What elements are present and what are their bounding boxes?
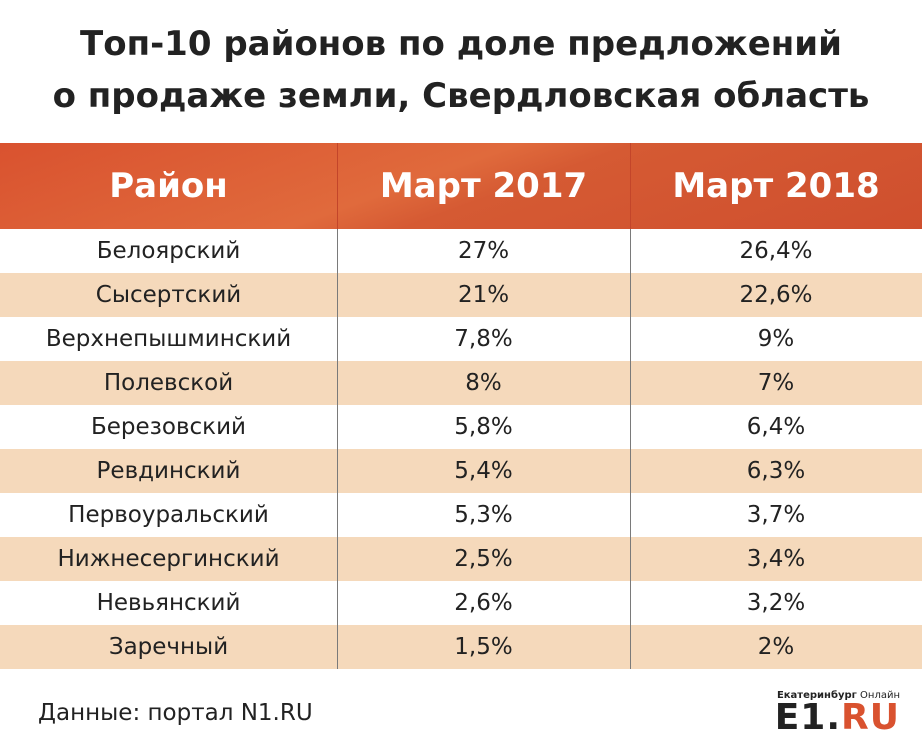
cell-march-2018: 3,7% — [746, 502, 806, 528]
header-divider — [337, 143, 338, 229]
cell-district: Первоуральский — [68, 502, 269, 528]
cell-march-2018: 7% — [757, 370, 795, 396]
cell-march-2017: 27% — [457, 238, 510, 264]
table-header: Район Март 2017 Март 2018 — [0, 143, 922, 229]
cell-march-2017: 8% — [465, 370, 502, 396]
title-line-1: Топ-10 районов по доле предложений — [80, 24, 842, 64]
cell-march-2018: 3,4% — [746, 546, 806, 572]
cell-district: Березовский — [91, 414, 246, 440]
cell-march-2018: 6,4% — [746, 414, 806, 440]
column-divider — [337, 229, 338, 669]
cell-march-2018: 2% — [757, 634, 795, 660]
cell-district: Полевской — [103, 370, 234, 396]
logo-wordmark: E1.RU — [775, 698, 900, 738]
cell-march-2017: 5,8% — [454, 414, 513, 440]
cell-march-2017: 21% — [457, 282, 510, 308]
table-row: Сысертский 21% 22,6% — [0, 273, 922, 317]
column-divider — [630, 229, 631, 669]
table-row: Полевской 8% 7% — [0, 361, 922, 405]
logo-caption: Екатеринбург Онлайн — [777, 690, 900, 701]
cell-march-2017: 5,3% — [454, 502, 513, 528]
header-divider — [630, 143, 631, 229]
table-row: Заречный 1,5% 2% — [0, 625, 922, 669]
cell-march-2018: 22,6% — [739, 282, 813, 308]
page-title: Топ-10 районов по доле предложений о про… — [0, 18, 922, 122]
data-source: Данные: портал N1.RU — [38, 700, 313, 726]
logo-caption-city: Екатеринбург — [776, 690, 857, 701]
cell-march-2017: 7,8% — [454, 326, 513, 352]
table-row: Верхнепышминский 7,8% 9% — [0, 317, 922, 361]
cell-march-2017: 2,6% — [454, 590, 513, 616]
cell-march-2017: 5,4% — [454, 458, 513, 484]
cell-march-2018: 9% — [757, 326, 795, 352]
table-body: Белоярский 27% 26,4% Сысертский 21% 22,6% Верх… — [0, 229, 922, 669]
table-row: Березовский 5,8% 6,4% — [0, 405, 922, 449]
cell-march-2017: 1,5% — [454, 634, 513, 660]
e1-logo: Екатеринбург Онлайн E1.RU — [768, 690, 908, 740]
table-row: Невьянский 2,6% 3,2% — [0, 581, 922, 625]
header-district: Район — [109, 166, 228, 206]
cell-district: Невьянский — [96, 590, 241, 616]
cell-district: Ревдинский — [96, 458, 241, 484]
logo-caption-online: Онлайн — [860, 690, 900, 701]
table-row: Нижнесергинский 2,5% 3,4% — [0, 537, 922, 581]
cell-march-2018: 3,2% — [746, 590, 806, 616]
title-line-2: о продаже земли, Свердловская область — [52, 76, 870, 116]
cell-march-2018: 26,4% — [739, 238, 813, 264]
logo-ru: RU — [841, 697, 900, 738]
table-row: Первоуральский 5,3% 3,7% — [0, 493, 922, 537]
cell-district: Заречный — [108, 634, 229, 660]
cell-district: Нижнесергинский — [57, 546, 280, 572]
header-march-2018: Март 2018 — [672, 166, 880, 206]
districts-table: Район Март 2017 Март 2018 Белоярский 27% 2… — [0, 143, 922, 669]
cell-march-2017: 2,5% — [454, 546, 513, 572]
cell-district: Сысертский — [95, 282, 242, 308]
cell-march-2018: 6,3% — [746, 458, 806, 484]
logo-e1: E1. — [774, 697, 842, 738]
header-march-2017: Март 2017 — [379, 166, 588, 206]
cell-district: Верхнепышминский — [45, 326, 292, 352]
cell-district: Белоярский — [96, 238, 241, 264]
table-row: Ревдинский 5,4% 6,3% — [0, 449, 922, 493]
table-row: Белоярский 27% 26,4% — [0, 229, 922, 273]
